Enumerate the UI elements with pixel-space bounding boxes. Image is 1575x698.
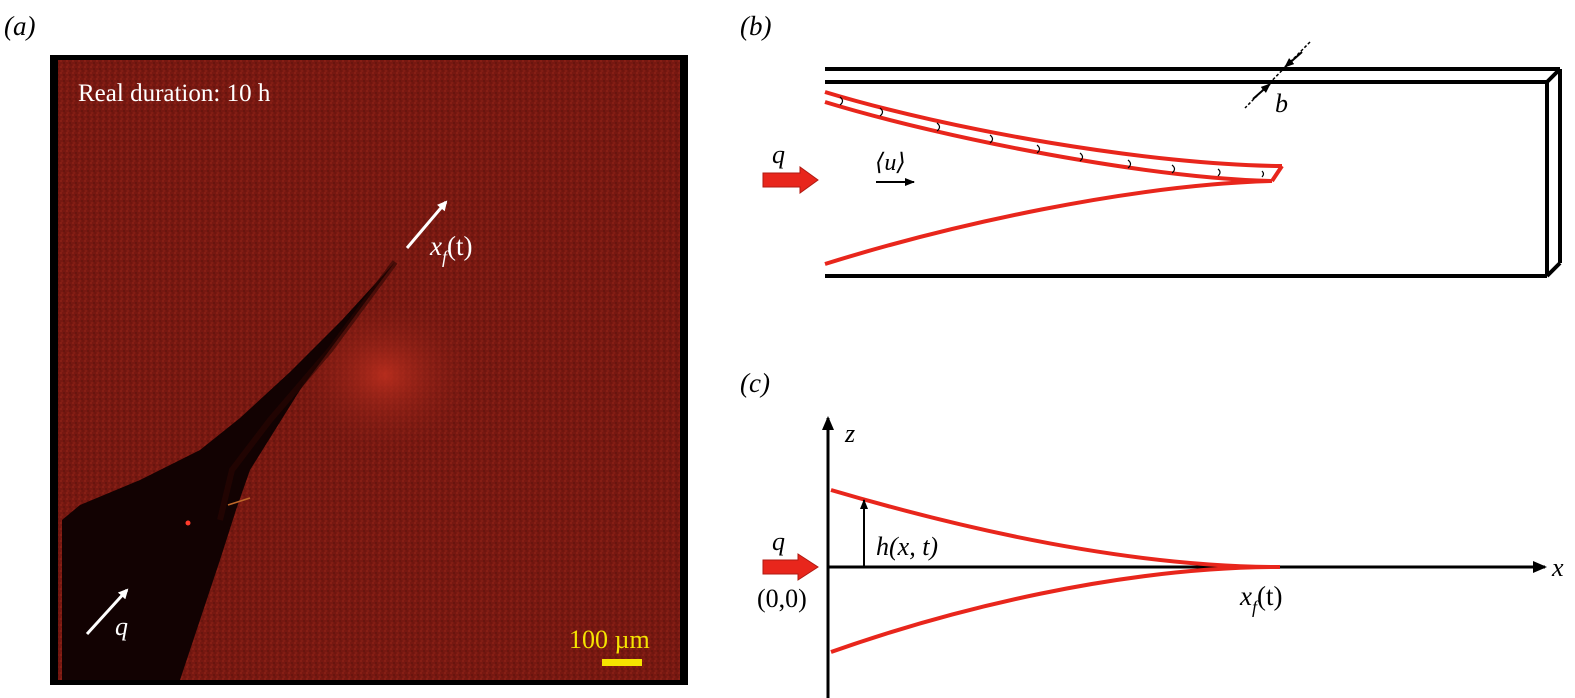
gap-indicator: [1244, 41, 1311, 109]
flow-label-b: q: [772, 140, 785, 169]
flow-label-c: q: [772, 527, 785, 556]
front-arrow: [405, 200, 448, 249]
scale-bar-text: 100 µm: [569, 625, 650, 654]
velocity-profiles: [839, 96, 1265, 178]
crack-profile-b: [824, 90, 1284, 266]
height-label: h(x, t): [876, 532, 938, 561]
velocity-label: ⟨u⟩: [875, 150, 906, 176]
panel-c-label: (c): [740, 368, 770, 398]
crack-profile-c: [830, 488, 1281, 654]
origin-label: (0,0): [757, 584, 807, 613]
flow-arrow-a: [85, 588, 129, 636]
scale-bar: [602, 659, 642, 666]
x-axis-label: x: [1551, 553, 1564, 582]
flow-label-a: q: [115, 612, 128, 641]
front-label-a: xf(t): [429, 231, 472, 267]
panel-b-label: (b): [740, 11, 771, 41]
needle-shadow: [62, 262, 395, 680]
duration-text: Real duration: 10 h: [78, 80, 271, 107]
channel-box: [825, 67, 1562, 278]
front-label-c: xf(t): [1239, 581, 1282, 617]
panel-a-label: (a): [4, 11, 35, 41]
flow-arrow-c: [762, 553, 819, 581]
micrograph: [50, 55, 688, 685]
flow-arrow-b: [762, 166, 819, 194]
z-axis-label: z: [844, 419, 855, 448]
gap-label: b: [1275, 89, 1288, 118]
